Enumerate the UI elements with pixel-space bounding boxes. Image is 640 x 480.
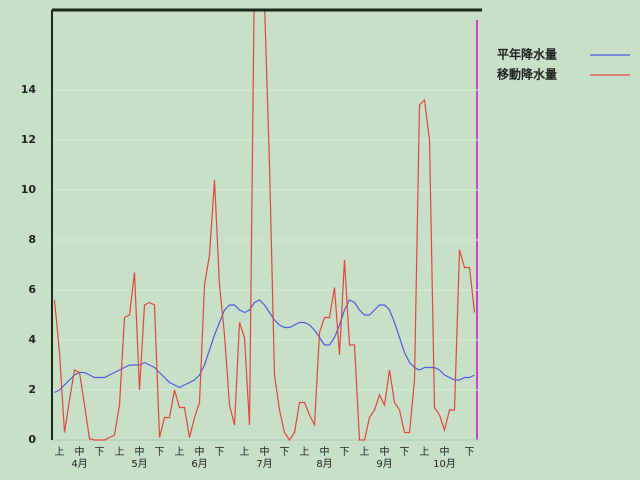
month-label: 6月 [191, 458, 207, 470]
x-tick-label: 下 [155, 447, 165, 458]
legend-label: 平年降水量 [497, 47, 557, 62]
series-line [54, 299, 475, 394]
y-tick-label: 0 [28, 433, 36, 446]
x-tick-label: 上 [115, 446, 125, 458]
y-tick-label: 6 [28, 283, 36, 296]
x-tick-label: 中 [195, 445, 205, 458]
series-line [53, 10, 476, 442]
x-tick-label: 下 [340, 447, 350, 458]
x-tick-label: 下 [400, 447, 410, 458]
x-tick-label: 下 [465, 447, 475, 458]
x-tick-label: 中 [440, 445, 450, 458]
y-tick-label: 8 [28, 233, 36, 246]
x-tick-label: 中 [135, 445, 145, 458]
month-label: 7月 [256, 458, 272, 470]
x-tick-label: 上 [240, 446, 250, 458]
x-tick-label: 上 [55, 446, 65, 458]
y-tick-label: 14 [21, 83, 37, 96]
month-label: 4月 [71, 458, 87, 470]
month-label: 10月 [433, 458, 456, 470]
y-tick-label: 2 [28, 383, 36, 396]
x-tick-label: 上 [420, 446, 430, 458]
legend-label: 移動降水量 [497, 67, 557, 82]
x-tick-label: 下 [95, 447, 105, 458]
x-tick-label: 上 [360, 446, 370, 458]
x-tick-label: 中 [75, 445, 85, 458]
x-tick-label: 中 [320, 445, 330, 458]
x-tick-label: 下 [280, 447, 290, 458]
y-tick-label: 4 [28, 333, 36, 346]
x-tick-label: 中 [260, 445, 270, 458]
x-tick-label: 上 [175, 446, 185, 458]
month-label: 5月 [131, 458, 147, 470]
x-tick-label: 下 [215, 447, 225, 458]
month-label: 8月 [316, 458, 332, 470]
x-tick-label: 中 [380, 445, 390, 458]
month-label: 9月 [376, 458, 392, 470]
y-tick-label: 10 [21, 183, 37, 196]
x-tick-label: 上 [300, 446, 310, 458]
y-tick-label: 12 [21, 133, 36, 146]
